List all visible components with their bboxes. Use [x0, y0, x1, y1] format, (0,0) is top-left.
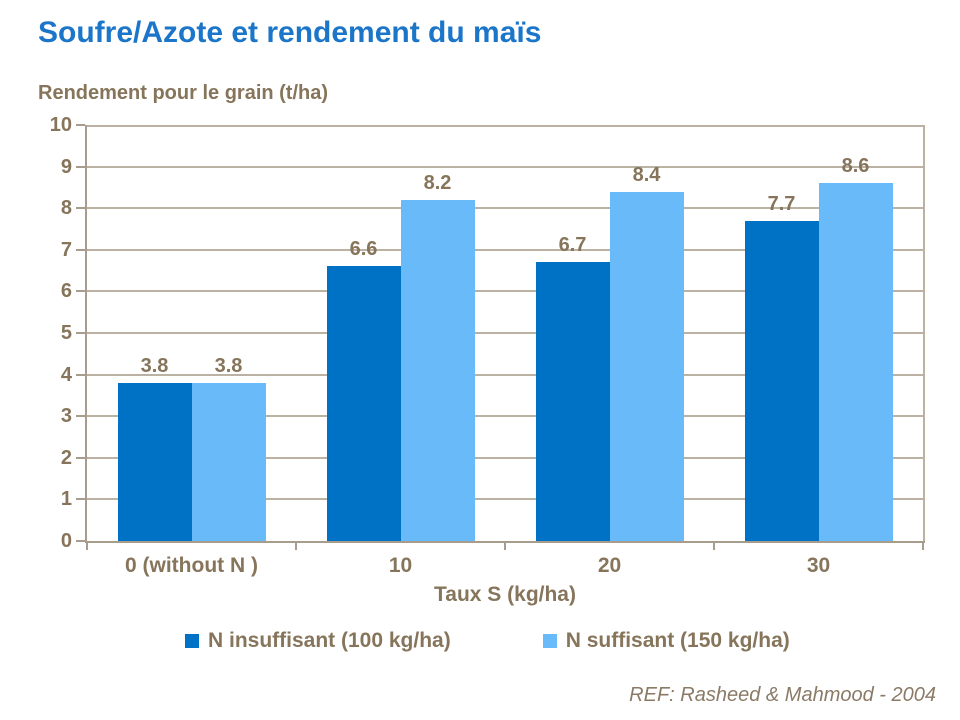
x-category-label: 0 (without N ) — [125, 554, 258, 577]
legend: N insuffisant (100 kg/ha) N suffisant (15… — [185, 629, 790, 653]
x-tick — [86, 543, 88, 550]
legend-item: N insuffisant (100 kg/ha) — [185, 629, 451, 653]
plot-area: 3.8 3.8 6.6 8.2 6.7 8.4 7.7 8.6 — [87, 125, 923, 541]
bar-value-label: 8.6 — [841, 155, 870, 178]
y-tick — [76, 415, 85, 418]
chart-title: Soufre/Azote et rendement du maïs — [38, 16, 542, 49]
y-axis-line — [85, 125, 87, 543]
x-tick — [713, 543, 715, 550]
bar — [535, 262, 610, 541]
y-tick-label: 9 — [60, 155, 72, 178]
bar-value-label: 8.2 — [423, 171, 452, 194]
y-tick — [76, 540, 85, 542]
y-tick — [76, 207, 85, 210]
x-tick — [504, 543, 506, 550]
gridline — [87, 498, 923, 501]
x-tick — [922, 543, 924, 550]
x-category-label: 30 — [806, 554, 831, 577]
bar-value-label: 3.8 — [140, 354, 169, 377]
bar — [609, 191, 684, 541]
bar — [400, 199, 475, 541]
gridline — [87, 415, 923, 418]
y-tick — [76, 332, 85, 334]
legend-item: N suffisant (150 kg/ha) — [542, 629, 790, 653]
bar-value-label: 6.6 — [349, 238, 378, 261]
plot-top-border — [85, 125, 925, 127]
reference-note: REF: Rasheed & Mahmood - 2004 — [629, 684, 936, 706]
gridline — [87, 165, 923, 168]
gridline — [87, 248, 923, 251]
bar-value-label: 3.8 — [214, 354, 243, 377]
gridline — [87, 207, 923, 210]
x-axis-line — [85, 541, 925, 543]
gridline — [87, 290, 923, 293]
y-tick — [76, 290, 85, 293]
legend-label: N insuffisant (100 kg/ha) — [208, 629, 451, 652]
legend-label: N suffisant (150 kg/ha) — [565, 629, 790, 652]
bar — [744, 220, 819, 541]
gridline — [87, 456, 923, 459]
legend-swatch — [185, 634, 199, 648]
y-tick — [76, 373, 85, 376]
y-tick-label: 1 — [60, 488, 72, 511]
chart-area: 3.8 3.8 6.6 8.2 6.7 8.4 7.7 8.6 0 1 2 3 4 5 6 7 8 9 10 0 (… — [0, 114, 960, 577]
y-tick — [76, 124, 85, 126]
bar — [191, 382, 266, 541]
y-tick-label: 0 — [60, 530, 72, 552]
y-tick — [76, 248, 85, 251]
gridline — [87, 332, 923, 334]
y-tick-label: 3 — [60, 405, 72, 428]
y-axis-title: Rendement pour le grain (t/ha) — [38, 82, 329, 104]
bar-value-label: 7.7 — [767, 192, 796, 215]
bar-value-label: 8.4 — [632, 163, 661, 186]
bar — [818, 183, 893, 541]
y-tick-label: 2 — [60, 446, 72, 469]
y-tick-label: 6 — [60, 280, 72, 303]
bar — [117, 382, 192, 541]
bar — [326, 266, 401, 541]
x-category-label: 10 — [388, 554, 413, 577]
y-tick — [76, 498, 85, 501]
bar-value-label: 6.7 — [558, 234, 587, 257]
x-axis-title: Taux S (kg/ha) — [434, 583, 576, 606]
y-tick — [76, 456, 85, 459]
x-tick — [295, 543, 297, 550]
y-tick-label: 7 — [60, 238, 72, 261]
y-tick-label: 5 — [60, 322, 72, 344]
x-category-label: 20 — [597, 554, 622, 577]
y-tick-label: 8 — [60, 197, 72, 220]
plot-right-border — [923, 125, 925, 543]
gridline — [87, 373, 923, 376]
y-tick — [76, 165, 85, 168]
y-tick-label: 10 — [49, 114, 72, 136]
legend-swatch — [542, 634, 557, 648]
y-tick-label: 4 — [60, 363, 72, 386]
